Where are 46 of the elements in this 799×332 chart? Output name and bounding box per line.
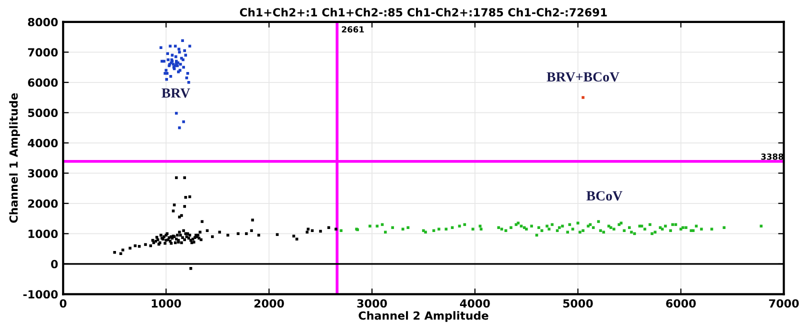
series-label: BRV (162, 88, 190, 98)
y-tick-label: -1000 (23, 290, 58, 299)
x-tick-label: 5000 (563, 299, 593, 308)
point (178, 48, 180, 51)
point (181, 39, 184, 42)
x-tick-label: 2000 (254, 299, 284, 308)
y-axis-title: Channel 1 Amplitude (9, 93, 20, 223)
x-tick-label: 6000 (666, 299, 696, 308)
y-tick-label: 4000 (28, 138, 58, 148)
point (188, 44, 192, 48)
ref-line-label: 2661 (342, 26, 364, 33)
point (164, 68, 168, 72)
series-label: BCoV (586, 191, 622, 201)
y-tick-label: 5000 (28, 108, 58, 118)
y-tick-label: 3000 (28, 169, 58, 178)
point (185, 76, 188, 80)
y-tick-label: 1000 (28, 230, 58, 238)
point (179, 62, 182, 66)
point (182, 120, 185, 124)
point (168, 44, 172, 48)
series-label: BRV+BCoV (546, 72, 620, 82)
point (160, 46, 162, 50)
point (178, 50, 181, 54)
x-tick-label: 0 (60, 299, 66, 308)
x-tick-label: 3000 (357, 299, 387, 308)
point (174, 44, 177, 48)
x-axis-title: Channel 2 Amplitude (358, 311, 488, 322)
x-tick-label: 4000 (460, 299, 490, 308)
point (183, 49, 186, 52)
chart-title: Ch1+Ch2+:1 Ch1+Ch2-:85 Ch1-Ch2+:1785 Ch1-Ch2-:72691 (240, 8, 607, 17)
x-tick-label: 1000 (152, 299, 182, 308)
point (166, 58, 170, 62)
x-tick-label: 7000 (769, 299, 799, 308)
point (178, 126, 181, 130)
ref-line-label: 3388 (761, 154, 784, 160)
point (582, 96, 584, 99)
y-tick-label: 2000 (28, 199, 58, 208)
point (187, 81, 190, 84)
y-tick-label: 8000 (28, 18, 58, 26)
point (174, 112, 178, 115)
point (182, 66, 185, 69)
point (166, 52, 170, 56)
y-tick-label: 0 (51, 260, 58, 268)
y-tick-label: 7000 (28, 48, 58, 57)
y-tick-label: 6000 (28, 78, 58, 87)
point (165, 78, 168, 81)
